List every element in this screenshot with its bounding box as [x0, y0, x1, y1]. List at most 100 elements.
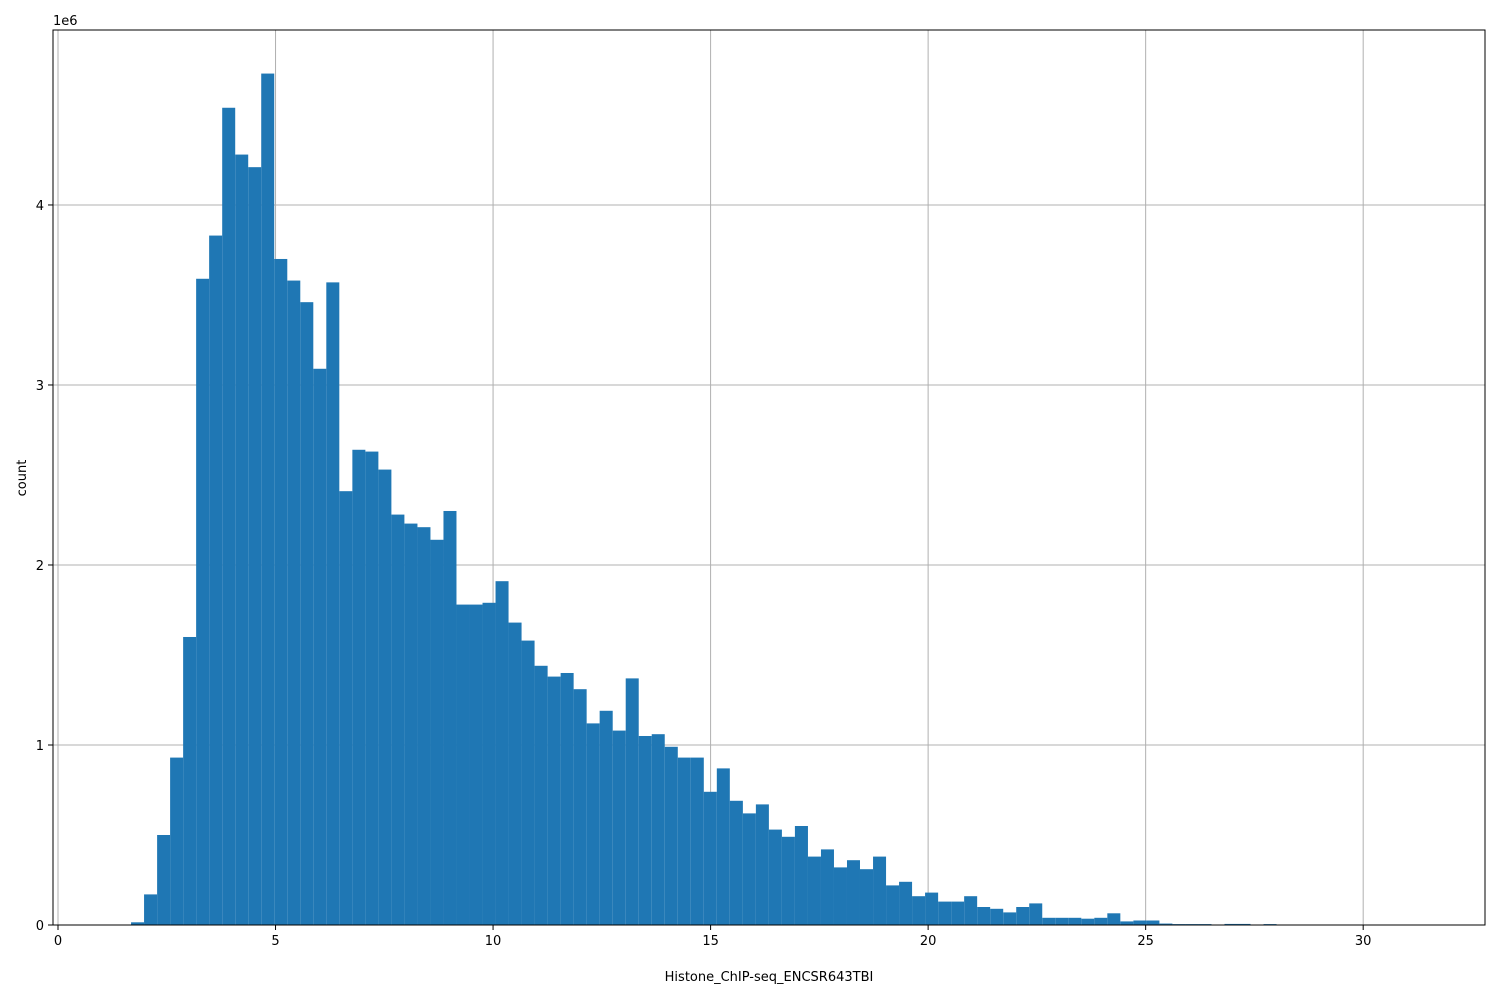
bar	[469, 604, 483, 925]
bar	[768, 829, 782, 925]
x-tick-label: 0	[54, 934, 62, 949]
bar	[560, 672, 574, 925]
bar	[378, 469, 392, 925]
bar	[938, 901, 952, 925]
bar	[820, 849, 834, 925]
bar	[846, 860, 860, 925]
bar	[430, 539, 444, 925]
bar	[664, 746, 678, 925]
bar	[651, 734, 665, 925]
y-offset-label: 1e6	[53, 14, 78, 29]
bar	[1224, 923, 1238, 925]
bar	[951, 901, 965, 925]
bar	[807, 856, 821, 925]
y-tick-label: 3	[36, 379, 44, 394]
x-tick-label: 5	[271, 934, 279, 949]
bar	[794, 825, 808, 925]
x-tick-label: 25	[1137, 934, 1154, 949]
x-tick-label: 30	[1355, 934, 1372, 949]
bar-group	[118, 73, 1420, 926]
bar	[1081, 918, 1095, 925]
bar	[886, 885, 900, 925]
bar	[248, 167, 262, 925]
bar	[365, 451, 379, 925]
bar	[859, 869, 874, 925]
bar	[209, 235, 223, 925]
bar	[521, 640, 535, 925]
bar	[456, 604, 470, 925]
bar	[443, 510, 457, 925]
bar	[235, 154, 249, 926]
bar	[287, 280, 301, 926]
x-tick-label: 10	[485, 934, 502, 949]
bar	[1094, 917, 1108, 925]
bar	[547, 676, 561, 925]
bar	[612, 730, 626, 925]
bar	[196, 278, 210, 925]
bar	[1159, 923, 1173, 925]
bar	[1003, 912, 1017, 925]
bar	[417, 527, 431, 925]
x-tick-label: 15	[702, 934, 719, 949]
bar	[482, 602, 496, 925]
bar	[222, 107, 236, 925]
x-axis-label: Histone_ChIP-seq_ENCSR643TBI	[665, 970, 874, 985]
bar	[1133, 920, 1147, 925]
bar	[755, 804, 769, 925]
y-tick-label: 1	[36, 739, 44, 754]
bar	[326, 282, 340, 925]
y-tick-label: 4	[36, 199, 44, 214]
bar	[300, 302, 314, 926]
bar	[729, 800, 743, 925]
bar	[599, 710, 613, 925]
bar	[339, 491, 353, 925]
y-tick-label: 0	[36, 919, 44, 934]
bar	[261, 73, 275, 925]
bar	[170, 757, 184, 925]
bar	[404, 523, 418, 925]
bar	[508, 622, 522, 925]
bar	[873, 856, 887, 925]
tick-group: 0 5 10 15 20 25 30 0 1 2 3 4	[36, 199, 1372, 949]
bar	[274, 258, 288, 926]
bar	[352, 449, 366, 925]
bar	[1029, 903, 1043, 925]
bar	[534, 665, 548, 925]
bar	[690, 757, 704, 925]
bar	[899, 881, 913, 925]
bar	[183, 636, 197, 925]
bar	[573, 689, 587, 925]
bar	[638, 735, 652, 925]
bar	[925, 892, 939, 925]
bar	[131, 922, 145, 925]
bar	[495, 581, 509, 925]
bar	[1068, 917, 1082, 925]
bar	[1120, 921, 1134, 925]
y-axis-label: count	[15, 460, 30, 497]
plot-frame	[52, 29, 1486, 926]
x-tick-label: 20	[920, 934, 937, 949]
bar	[912, 896, 926, 925]
bar	[313, 368, 327, 925]
bar	[990, 908, 1004, 925]
y-tick-label: 2	[36, 559, 44, 574]
bar	[716, 768, 730, 925]
bar	[391, 514, 405, 925]
bar	[677, 757, 691, 925]
bar	[964, 896, 978, 925]
bar	[586, 723, 600, 925]
bar	[625, 678, 639, 925]
bar	[1107, 913, 1121, 925]
bar	[703, 791, 717, 925]
bar	[1237, 923, 1251, 925]
bar	[157, 834, 171, 925]
bar	[1016, 906, 1030, 925]
bar	[1055, 917, 1069, 925]
bar	[781, 836, 795, 925]
bar	[833, 867, 847, 925]
bar	[1042, 917, 1056, 925]
bar	[1146, 920, 1160, 925]
bar	[742, 813, 756, 925]
bar	[144, 894, 158, 925]
